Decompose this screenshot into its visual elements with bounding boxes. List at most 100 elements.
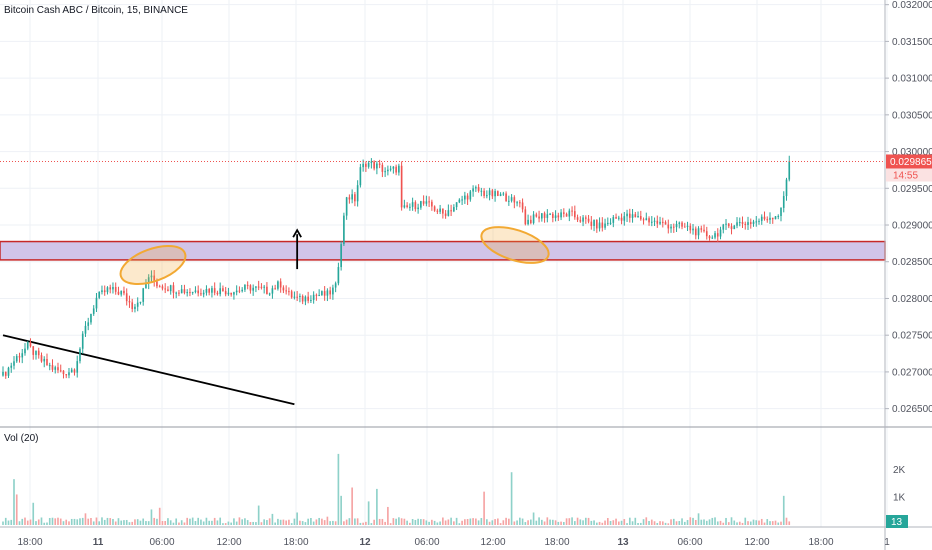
x-tick-label: 12 <box>359 537 371 548</box>
volume-bar <box>318 517 320 525</box>
volume-bar <box>442 517 444 525</box>
candle-body <box>521 202 524 210</box>
candle-body <box>54 367 57 370</box>
volume-bar <box>233 518 235 525</box>
volume-bar <box>700 519 703 525</box>
volume-bar <box>378 518 381 525</box>
candle-body <box>749 222 752 225</box>
candle-body <box>483 190 485 196</box>
volume-bar <box>411 519 414 525</box>
candle-body <box>43 358 46 362</box>
volume-bar <box>458 523 461 525</box>
candle-body <box>211 288 213 293</box>
candle-body <box>304 296 307 302</box>
volume-bar <box>79 518 81 525</box>
candle-body <box>554 215 557 218</box>
volume-bar <box>557 521 560 525</box>
volume-bar <box>747 521 749 525</box>
candle-body <box>532 214 535 224</box>
volume-bar <box>164 521 167 525</box>
candle-body <box>593 219 595 226</box>
candle-body <box>502 193 505 195</box>
volume-bar <box>180 520 183 525</box>
volume-bar <box>147 521 150 525</box>
candle-body <box>153 275 156 282</box>
volume-bar <box>439 521 441 525</box>
volume-bar <box>573 521 576 525</box>
volume-bar <box>519 517 521 525</box>
candle-body <box>576 217 579 220</box>
volume-bar <box>681 518 683 525</box>
candle-body <box>587 218 590 222</box>
volume-bar <box>260 522 263 525</box>
volume-bar <box>54 518 57 525</box>
volume-bar <box>373 519 375 525</box>
volume-bar <box>711 517 714 525</box>
candle-body <box>299 296 301 298</box>
candle-body <box>98 292 101 298</box>
candle-body <box>626 213 628 217</box>
volume-bar <box>617 521 620 525</box>
candle-body <box>343 215 345 245</box>
price-axis[interactable]: 0.026500 0.027000 0.027500 0.028000 0.028500… <box>885 0 932 415</box>
volume-bar <box>615 518 617 525</box>
candle-body <box>189 292 191 294</box>
candle-body <box>505 193 507 202</box>
volume-bar <box>24 517 26 525</box>
volume-bar <box>782 495 785 525</box>
candle-body <box>678 222 681 224</box>
x-tick-label: 12:00 <box>216 537 241 548</box>
volume-bar <box>425 520 428 525</box>
candle-body <box>425 201 428 204</box>
volume-bar <box>722 522 725 525</box>
candle-body <box>51 365 54 370</box>
candle-body <box>136 302 139 307</box>
candle-body <box>321 291 323 296</box>
candle-body <box>365 163 367 167</box>
volume-bar <box>90 518 92 525</box>
volume-bar <box>84 513 87 525</box>
last-volume-label: 13 <box>891 517 903 528</box>
candle-body <box>620 217 623 221</box>
volume-bar <box>785 517 788 525</box>
volume-bar <box>461 520 463 525</box>
volume-bar <box>530 519 532 525</box>
candle-body <box>601 222 604 228</box>
candle-body <box>354 194 356 202</box>
candle-body <box>760 216 763 221</box>
volume-bar <box>604 520 606 525</box>
candle-body <box>661 221 664 223</box>
candle-body <box>604 223 606 228</box>
candle-body <box>480 190 483 192</box>
volume-bar <box>46 522 48 525</box>
candle-body <box>686 225 689 227</box>
volume-bar <box>43 522 46 525</box>
volume-bar <box>224 523 227 525</box>
volume-bar <box>535 520 538 525</box>
candle-body <box>637 215 639 218</box>
candle-body <box>40 355 43 362</box>
candle-body <box>7 367 10 376</box>
volume-bar <box>738 521 741 525</box>
last-price-badge <box>886 154 932 169</box>
candle-body <box>656 220 659 224</box>
candle-body <box>565 213 568 217</box>
candle-body <box>472 188 474 192</box>
candle-body <box>142 288 145 302</box>
volume-axis: 2K 1K 13 <box>886 465 908 528</box>
candle-body <box>538 216 540 219</box>
volume-bar <box>285 520 287 525</box>
volume-bar <box>202 521 205 525</box>
candle-body <box>134 306 136 309</box>
y-tick-label: 0.028000 <box>892 294 932 305</box>
time-axis[interactable]: 18:00 11 06:00 12:00 18:00 12 06:00 12:00 18:00 1… <box>17 537 890 548</box>
candle-body <box>208 288 211 293</box>
volume-bar <box>516 520 518 525</box>
volume-bar <box>15 494 18 525</box>
volume-bar <box>307 518 309 525</box>
candle-body <box>634 214 637 218</box>
candle-body <box>711 237 714 239</box>
candle-body <box>552 213 554 218</box>
volume-bar <box>497 518 499 525</box>
